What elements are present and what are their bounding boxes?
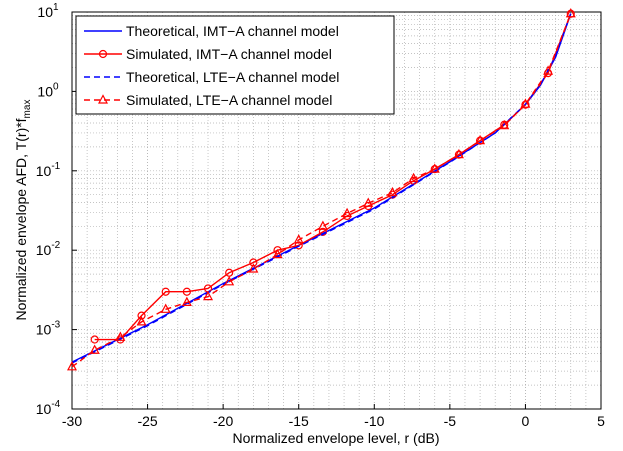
y-tick-label: 100 [37, 81, 59, 99]
marker [89, 344, 100, 354]
marker [318, 227, 327, 237]
marker [520, 98, 531, 108]
legend-label: Theoretical, LTE−A channel model [126, 69, 339, 85]
marker [203, 290, 214, 301]
marker [342, 207, 353, 218]
marker [294, 241, 303, 250]
marker [273, 246, 282, 255]
plot-frame [71, 11, 602, 410]
x-tick-label: -10 [364, 413, 384, 429]
x-tick-label: -30 [62, 413, 82, 429]
legend-marker [98, 49, 108, 59]
marker [248, 263, 259, 273]
marker [293, 234, 304, 244]
y-tick-label: 10-3 [36, 320, 61, 338]
series-line [71, 13, 572, 364]
marker [249, 258, 258, 267]
marker [453, 148, 464, 159]
marker [272, 248, 283, 259]
y-tick-label: 10-1 [36, 161, 61, 179]
legend-box [75, 15, 395, 115]
y-tick-label: 101 [37, 2, 59, 20]
marker [499, 119, 510, 130]
legend-label: Theoretical, IMT−A channel model [126, 23, 339, 39]
marker [565, 7, 576, 18]
marker [317, 220, 328, 230]
marker [67, 361, 77, 371]
marker [90, 335, 99, 344]
marker [429, 163, 440, 173]
marker [161, 287, 170, 296]
legend-label: Simulated, LTE−A channel model [126, 92, 332, 108]
x-tick-label: -5 [444, 413, 457, 429]
x-tick-label: -15 [289, 413, 309, 429]
x-tick-label: 5 [597, 413, 605, 429]
legend-marker [98, 94, 108, 104]
marker [181, 296, 192, 307]
marker [160, 303, 171, 313]
series-line [71, 13, 572, 368]
x-tick-label: -20 [213, 413, 233, 429]
marker [136, 316, 147, 326]
marker [137, 311, 146, 320]
marker [363, 197, 374, 207]
x-axis-label: Normalized envelope level, r (dB) [233, 430, 440, 446]
y-axis-label: Normalized envelope AFD, T(r)*fmax [13, 100, 33, 321]
y-tick-label: 10-2 [36, 240, 61, 258]
x-tick-label: 0 [522, 413, 530, 429]
marker [521, 100, 530, 109]
y-tick-label: 10-4 [36, 399, 61, 417]
marker [543, 65, 554, 75]
marker [224, 276, 235, 286]
legend-label: Simulated, IMT−A channel model [126, 46, 332, 62]
marker [182, 287, 191, 296]
x-tick-label: -25 [137, 413, 157, 429]
marker [475, 134, 486, 145]
marker [408, 172, 419, 183]
marker [387, 186, 398, 197]
marker [115, 331, 126, 341]
